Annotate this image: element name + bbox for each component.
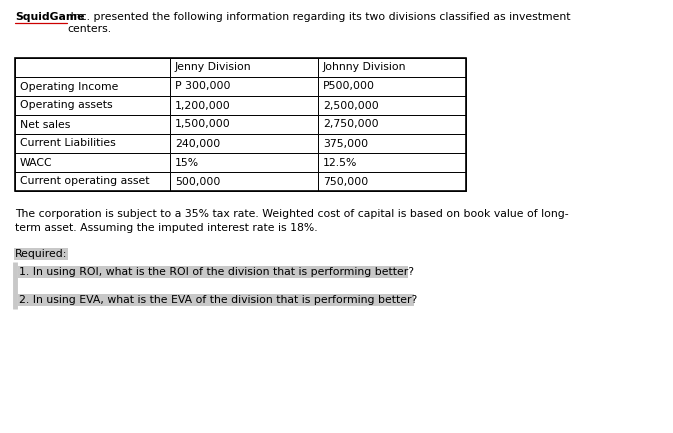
Bar: [318, 58, 466, 77]
Bar: [318, 96, 466, 115]
Text: 375,000: 375,000: [323, 139, 368, 149]
Text: 2. In using EVA, what is the EVA of the division that is performing better?: 2. In using EVA, what is the EVA of the …: [19, 295, 417, 305]
Text: 500,000: 500,000: [175, 177, 220, 187]
Text: 1. In using ROI, what is the ROI of the division that is performing better?: 1. In using ROI, what is the ROI of the …: [19, 267, 414, 277]
Text: Inc. presented the following information regarding its two divisions classified : Inc. presented the following information…: [67, 12, 571, 34]
Bar: [15, 58, 170, 77]
Text: The corporation is subject to a 35% tax rate. Weighted cost of capital is based : The corporation is subject to a 35% tax …: [15, 209, 569, 233]
Text: 2,500,000: 2,500,000: [323, 100, 379, 110]
Bar: [170, 58, 318, 77]
Text: Johnny Division: Johnny Division: [323, 62, 406, 72]
Text: 240,000: 240,000: [175, 139, 220, 149]
Bar: [15, 134, 170, 153]
Text: Current operating asset: Current operating asset: [20, 177, 149, 187]
Text: 1,500,000: 1,500,000: [175, 120, 231, 129]
Text: P500,000: P500,000: [323, 81, 375, 91]
Bar: [170, 153, 318, 172]
Text: Current Liabilities: Current Liabilities: [20, 139, 116, 149]
Bar: [18, 294, 414, 306]
Text: Jenny Division: Jenny Division: [175, 62, 252, 72]
Text: 1,200,000: 1,200,000: [175, 100, 231, 110]
Bar: [15, 58, 466, 191]
Bar: [15, 153, 170, 172]
Bar: [318, 77, 466, 96]
Bar: [18, 266, 408, 278]
Bar: [170, 172, 318, 191]
Text: 2,750,000: 2,750,000: [323, 120, 379, 129]
Bar: [15, 115, 170, 134]
Bar: [170, 77, 318, 96]
Bar: [318, 172, 466, 191]
Text: Operating Income: Operating Income: [20, 81, 118, 91]
Text: Required:: Required:: [15, 249, 67, 259]
Bar: [170, 115, 318, 134]
Text: WACC: WACC: [20, 158, 52, 168]
Text: SquidGame: SquidGame: [15, 12, 85, 22]
Bar: [15, 96, 170, 115]
Text: Operating assets: Operating assets: [20, 100, 112, 110]
Text: 15%: 15%: [175, 158, 199, 168]
Bar: [15, 172, 170, 191]
Bar: [318, 153, 466, 172]
Text: 12.5%: 12.5%: [323, 158, 357, 168]
Text: 750,000: 750,000: [323, 177, 368, 187]
Bar: [15, 77, 170, 96]
Bar: [318, 115, 466, 134]
Text: Net sales: Net sales: [20, 120, 71, 129]
Bar: [318, 134, 466, 153]
Bar: [14, 248, 68, 260]
Bar: [170, 134, 318, 153]
Bar: [170, 96, 318, 115]
Text: P 300,000: P 300,000: [175, 81, 230, 91]
